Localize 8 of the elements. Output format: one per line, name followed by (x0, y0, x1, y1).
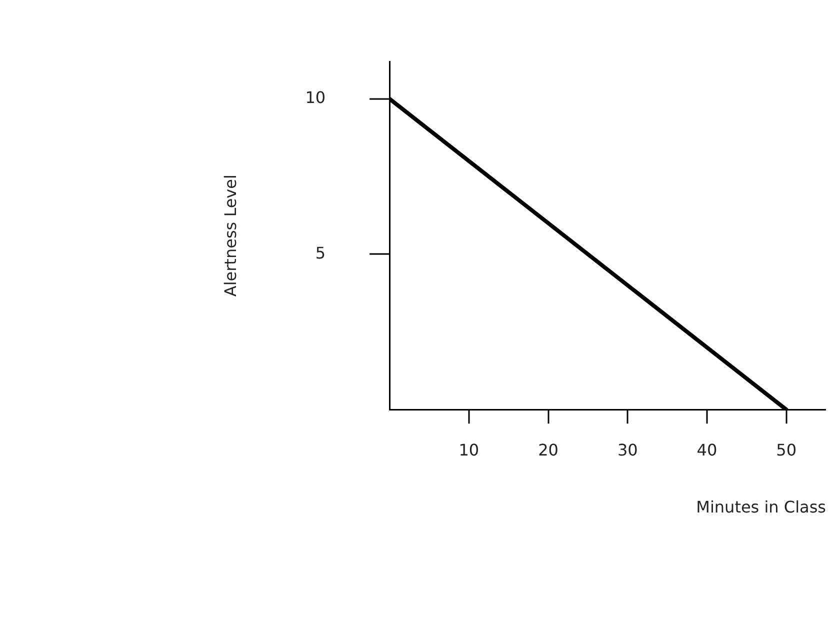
y-tick-label: 5 (315, 243, 326, 262)
x-tick-label: 30 (617, 440, 638, 460)
x-tick-label: 50 (776, 440, 797, 460)
x-tick-label: 20 (538, 440, 558, 460)
x-tick-label: 40 (696, 440, 718, 460)
y-axis-title: Alertness Level (220, 174, 240, 297)
x-tick-label: 10 (458, 440, 480, 460)
x-axis-title: Minutes in Class (696, 498, 826, 517)
